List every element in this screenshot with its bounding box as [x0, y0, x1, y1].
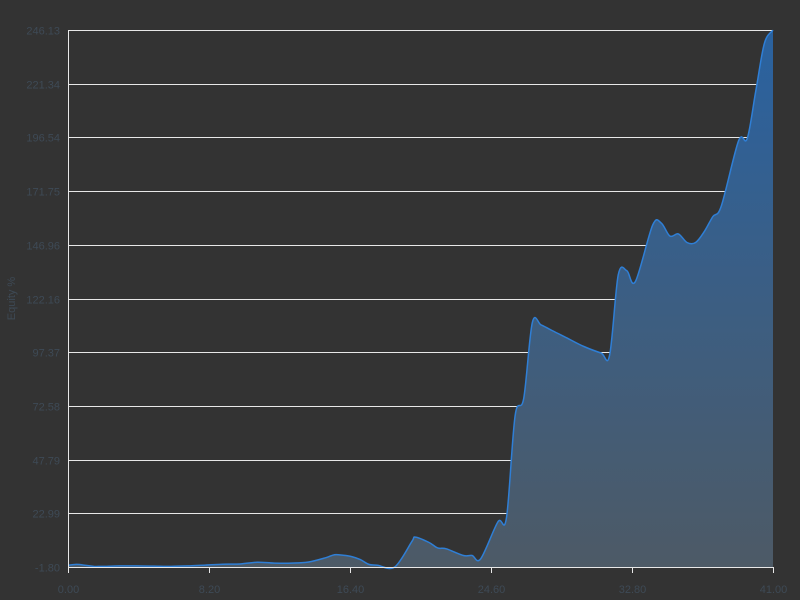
- y-tick-label: 246.13: [26, 26, 60, 38]
- y-tick-label: 47.79: [32, 456, 60, 468]
- y-tick-label: -1.80: [35, 563, 60, 575]
- y-tick-label: 146.96: [26, 241, 60, 253]
- x-tick-label: 32.80: [619, 584, 647, 596]
- x-tick-label: 41.00: [760, 584, 788, 596]
- x-tick-label: 8.20: [199, 584, 220, 596]
- y-tick-label: 97.37: [32, 348, 60, 360]
- area-layer: [67, 29, 774, 570]
- x-tick-label: 16.40: [337, 584, 365, 596]
- x-tick-label: 0.00: [58, 584, 79, 596]
- x-tick-label: 24.60: [478, 584, 506, 596]
- axes: -1.80 22.99 47.79 72.58 97.37 122.16 146.96 171…: [26, 26, 787, 597]
- y-axis-title: Equity %: [6, 277, 18, 321]
- equity-series-line: [67, 29, 774, 570]
- y-tick-label: 72.58: [32, 402, 60, 414]
- y-tick-label: 221.34: [26, 80, 60, 92]
- equity-area-fill: [68, 30, 773, 569]
- grid: [68, 30, 773, 514]
- y-tick-label: 122.16: [26, 295, 60, 307]
- y-tick-label: 196.54: [26, 133, 60, 145]
- y-tick-label: 171.75: [26, 187, 60, 199]
- y-tick-label: 22.99: [32, 509, 60, 521]
